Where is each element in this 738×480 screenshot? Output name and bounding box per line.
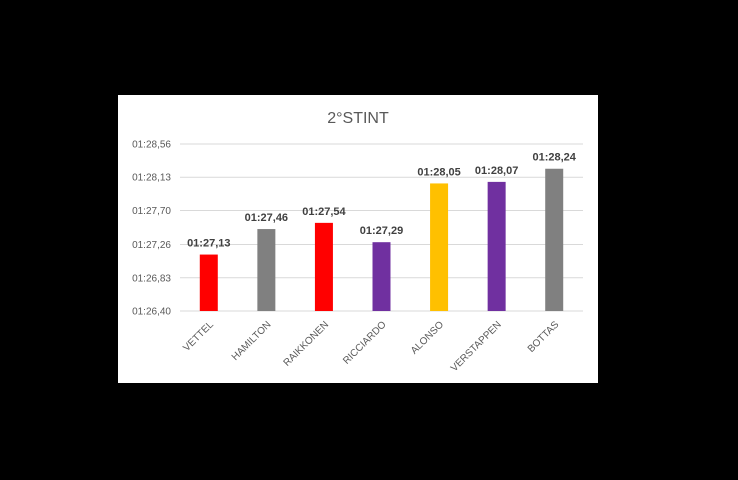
y-tick-label: 01:26,83 (132, 273, 171, 284)
y-tick-label: 01:26,40 (132, 307, 171, 318)
category-label-bottas: BOTTAS (526, 319, 562, 355)
bar-hamilton (257, 229, 276, 311)
category-label-hamilton: HAMILTON (230, 319, 274, 363)
y-tick-label: 01:27,26 (132, 240, 171, 251)
chart-title: 2°STINT (327, 110, 389, 127)
y-axis-tick-labels: 01:26,40 01:26,83 01:27,26 01:27,70 01:28,13… (132, 140, 171, 318)
bar-bottas (545, 168, 564, 311)
data-label-raikkonen: 01:27,54 (302, 206, 346, 218)
category-label-vettel: VETTEL (181, 319, 216, 354)
bar-vettel (199, 254, 218, 311)
bars (199, 168, 564, 311)
bar-ricciardo (372, 242, 391, 311)
data-label-bottas: 01:28,24 (532, 152, 576, 164)
y-tick-label: 01:27,70 (132, 206, 171, 217)
category-label-raikkonen: RAIKKONEN (282, 319, 331, 368)
category-label-alonso: ALONSO (409, 319, 446, 356)
y-tick-label: 01:28,13 (132, 173, 171, 184)
data-label-verstappen: 01:28,07 (475, 165, 518, 177)
bar-raikkonen (314, 222, 333, 311)
x-axis-category-labels: VETTEL HAMILTON RAIKKONEN RICCIARDO ALONSO VE… (181, 319, 561, 374)
data-label-hamilton: 01:27,46 (245, 212, 288, 224)
data-labels: 01:27,13 01:27,46 01:27,54 01:27,29 01:28,05… (187, 152, 577, 250)
category-label-verstappen: VERSTAPPEN (449, 319, 504, 374)
data-label-vettel: 01:27,13 (187, 238, 230, 250)
y-tick-label: 01:28,56 (132, 140, 171, 151)
category-label-ricciardo: RICCIARDO (341, 319, 389, 367)
bar-verstappen (487, 181, 506, 311)
data-label-alonso: 01:28,05 (417, 166, 460, 178)
bar-chart: 2°STINT 01:26,40 01:26,83 01:27,26 01:27,70… (132, 110, 583, 374)
chart-card: 2°STINT 01:26,40 01:26,83 01:27,26 01:27,70… (118, 95, 598, 383)
bar-alonso (430, 183, 449, 311)
data-label-ricciardo: 01:27,29 (360, 225, 403, 237)
